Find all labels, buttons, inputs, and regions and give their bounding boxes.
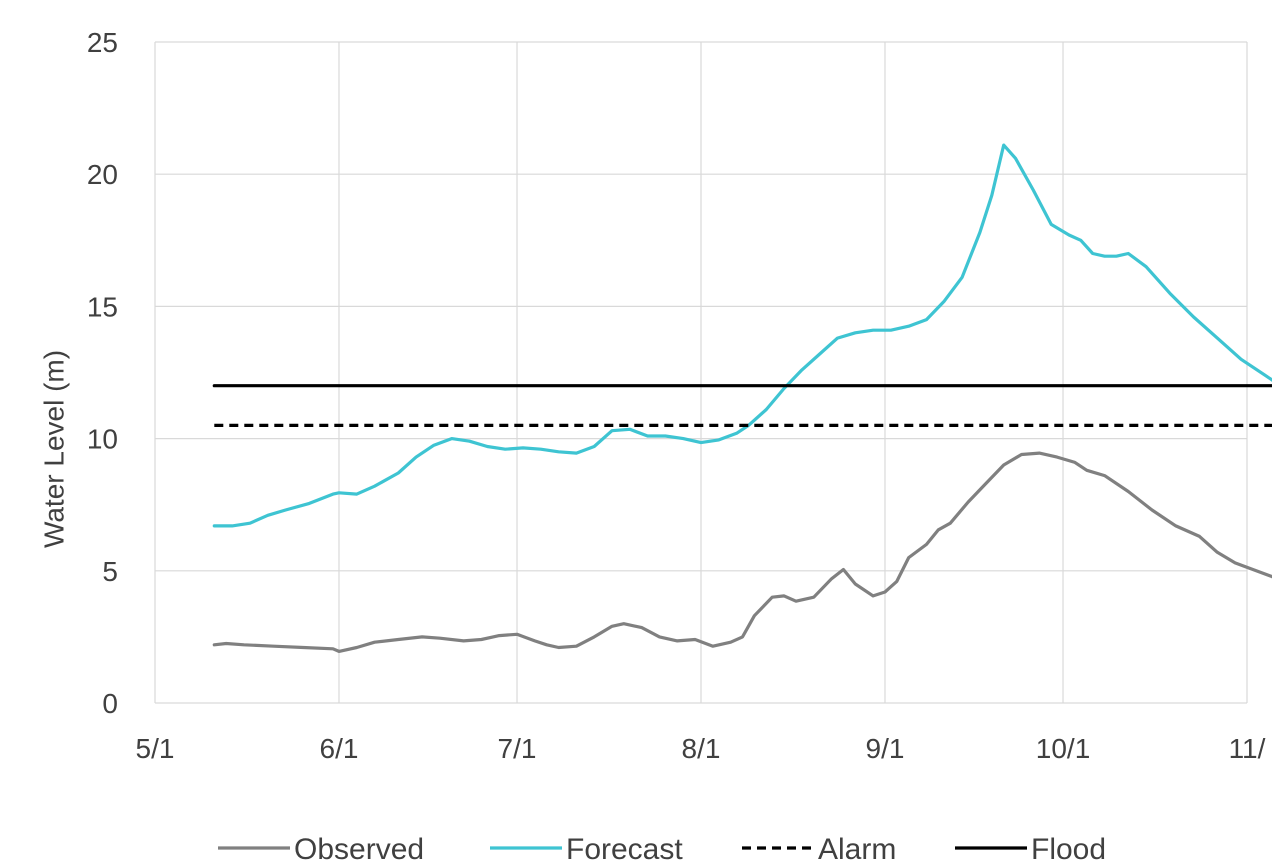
y-tick-label: 0 — [102, 688, 118, 719]
series-lines — [212, 143, 1272, 653]
gridlines — [154, 41, 1248, 704]
series-observed-line — [212, 451, 1272, 653]
x-tick-label: 10/1 — [1036, 733, 1091, 764]
legend-label-alarm: Alarm — [818, 833, 896, 866]
y-tick-label: 20 — [87, 159, 118, 190]
legend: Observed Forecast Alarm Flood — [218, 833, 1106, 866]
x-tick-label: 9/1 — [866, 733, 905, 764]
y-tick-label: 5 — [102, 556, 118, 587]
x-tick-label: 6/1 — [320, 733, 359, 764]
x-tick-label: 11/ — [1229, 733, 1266, 764]
y-axis-ticks: 0 5 10 15 20 25 — [87, 27, 118, 719]
x-axis-ticks: 5/1 6/1 7/1 8/1 9/1 10/1 11/ — [136, 733, 1266, 764]
x-tick-label: 8/1 — [682, 733, 721, 764]
y-tick-label: 10 — [87, 424, 118, 455]
legend-label-observed: Observed — [294, 833, 424, 866]
y-tick-label: 25 — [87, 27, 118, 58]
legend-label-flood: Flood — [1031, 833, 1106, 866]
series-forecast-line — [212, 143, 1272, 528]
y-tick-label: 15 — [87, 291, 118, 322]
x-tick-label: 5/1 — [136, 733, 175, 764]
legend-label-forecast: Forecast — [566, 833, 683, 866]
y-axis-label: Water Level (m) — [38, 350, 69, 548]
x-tick-label: 7/1 — [498, 733, 537, 764]
